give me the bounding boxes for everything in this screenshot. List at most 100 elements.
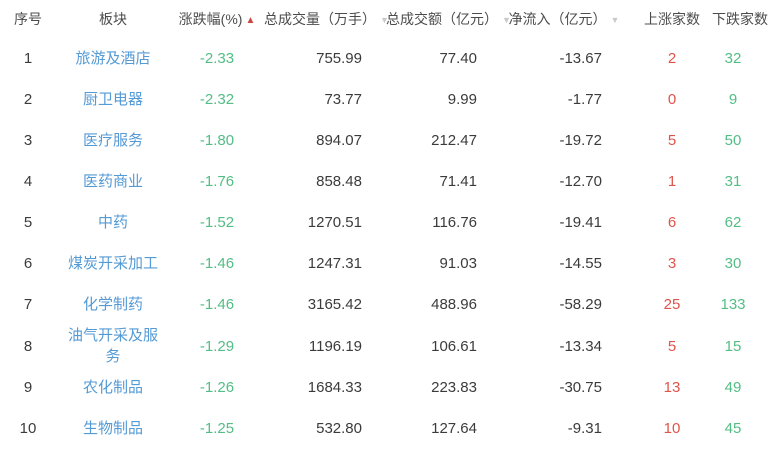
cell-volume: 1270.51 (307, 214, 362, 231)
col-header-net-inflow[interactable]: 净流入（亿元） ▼ (504, 0, 624, 38)
cell-change: -1.26 (199, 379, 235, 396)
cell-change: -1.76 (199, 173, 235, 190)
cell-volume: 1247.31 (307, 255, 362, 272)
col-header-change[interactable]: 涨跌幅(%) ▲ (170, 0, 264, 38)
cell-net-inflow: -1.77 (567, 91, 602, 108)
cell-down-count: 15 (724, 337, 742, 355)
sort-down-icon: ▼ (380, 15, 389, 25)
cell-down-count: 49 (724, 379, 742, 396)
cell-volume: 3165.42 (307, 296, 362, 313)
cell-net-inflow: -13.34 (559, 337, 602, 355)
cell-volume: 858.48 (316, 173, 362, 190)
cell-index: 6 (23, 255, 33, 272)
table-row: 3 医疗服务 -1.80 894.07 212.47 -19.72 5 50 (0, 120, 780, 161)
cell-sector: 厨卫电器 (56, 79, 170, 120)
sector-link[interactable]: 医疗服务 (82, 132, 143, 149)
cell-net-inflow: -12.70 (559, 173, 602, 190)
cell-up-count: 13 (663, 379, 681, 396)
header-row: 序号 板块 涨跌幅(%) ▲ 总成交量（万手） ▼ 总成交额（亿元） ▼ 净流入（亿元… (0, 0, 780, 38)
cell-sector: 化学制药 (56, 284, 170, 325)
cell-net-inflow: -9.31 (567, 420, 602, 437)
sector-link[interactable]: 医药商业 (82, 173, 143, 190)
col-header-index-label: 序号 (14, 11, 42, 27)
sector-link[interactable]: 油气开采及服务 (67, 327, 158, 365)
cell-down-count: 50 (724, 132, 742, 149)
sort-down-icon: ▼ (610, 15, 620, 25)
col-header-change-label: 涨跌幅(%) (178, 11, 243, 27)
table-row: 6 煤炭开采加工 -1.46 1247.31 91.03 -14.55 3 30 (0, 243, 780, 284)
cell-turnover: 127.64 (431, 420, 477, 437)
col-header-volume[interactable]: 总成交量（万手） ▼ (264, 0, 389, 38)
table-row: 7 化学制药 -1.46 3165.42 488.96 -58.29 25 13… (0, 284, 780, 325)
sector-link[interactable]: 煤炭开采加工 (67, 255, 158, 272)
cell-turnover: 212.47 (431, 132, 477, 149)
cell-volume: 755.99 (316, 50, 362, 67)
table-body: 1 旅游及酒店 -2.33 755.99 77.40 -13.67 2 32 2… (0, 38, 780, 449)
cell-up-count: 3 (667, 255, 677, 272)
cell-index: 4 (23, 173, 33, 190)
sort-up-icon: ▲ (245, 15, 256, 26)
cell-up-count: 10 (663, 420, 681, 437)
cell-sector: 旅游及酒店 (56, 38, 170, 79)
col-header-turnover-label: 总成交额（亿元） (386, 11, 498, 27)
cell-index: 7 (23, 296, 33, 313)
cell-down-count: 32 (724, 50, 742, 67)
cell-net-inflow: -30.75 (559, 379, 602, 396)
cell-net-inflow: -13.67 (559, 50, 602, 67)
cell-turnover: 223.83 (431, 379, 477, 396)
col-header-down-count-label: 下跌家数 (712, 11, 768, 27)
cell-down-count: 9 (728, 91, 738, 108)
cell-change: -1.25 (199, 420, 235, 437)
sector-link[interactable]: 厨卫电器 (82, 91, 143, 108)
cell-up-count: 6 (667, 214, 677, 231)
cell-volume: 1684.33 (307, 379, 362, 396)
table-row: 8 油气开采及服务 -1.29 1196.19 106.61 -13.34 5 … (0, 325, 780, 367)
sector-link[interactable]: 中药 (97, 214, 128, 231)
table-row: 1 旅游及酒店 -2.33 755.99 77.40 -13.67 2 32 (0, 38, 780, 79)
cell-up-count: 25 (663, 296, 681, 313)
cell-turnover: 9.99 (447, 91, 477, 108)
cell-change: -2.33 (199, 50, 235, 67)
cell-index: 3 (23, 132, 33, 149)
col-header-sector-label: 板块 (99, 11, 127, 27)
sort-down-icon: ▼ (502, 15, 511, 25)
cell-sector: 生物制品 (56, 408, 170, 449)
col-header-sector: 板块 (56, 0, 170, 38)
cell-index: 5 (23, 214, 33, 231)
table-row: 5 中药 -1.52 1270.51 116.76 -19.41 6 62 (0, 202, 780, 243)
cell-turnover: 106.61 (431, 337, 477, 355)
cell-turnover: 116.76 (432, 214, 477, 231)
cell-net-inflow: -19.41 (559, 214, 602, 231)
col-header-turnover[interactable]: 总成交额（亿元） ▼ (386, 0, 511, 38)
cell-up-count: 0 (667, 91, 677, 108)
cell-turnover: 488.96 (431, 296, 477, 313)
table-row: 4 医药商业 -1.76 858.48 71.41 -12.70 1 31 (0, 161, 780, 202)
cell-up-count: 5 (667, 337, 677, 355)
cell-net-inflow: -19.72 (559, 132, 602, 149)
cell-down-count: 30 (724, 255, 742, 272)
cell-change: -1.29 (199, 337, 235, 355)
cell-change: -1.80 (199, 132, 235, 149)
cell-sector: 煤炭开采加工 (56, 243, 170, 284)
table-row: 10 生物制品 -1.25 532.80 127.64 -9.31 10 45 (0, 408, 780, 449)
cell-sector: 农化制品 (56, 367, 170, 408)
col-header-up-count: 上涨家数 (624, 0, 712, 38)
sector-link[interactable]: 化学制药 (82, 296, 143, 313)
cell-net-inflow: -58.29 (559, 296, 602, 313)
cell-index: 10 (19, 420, 37, 437)
cell-index: 9 (23, 379, 33, 396)
col-header-net-inflow-label: 净流入（亿元） (508, 11, 607, 27)
col-header-index: 序号 (0, 0, 56, 38)
table-row: 9 农化制品 -1.26 1684.33 223.83 -30.75 13 49 (0, 367, 780, 408)
cell-change: -1.46 (199, 255, 235, 272)
cell-volume: 532.80 (316, 420, 362, 437)
sector-link[interactable]: 旅游及酒店 (75, 50, 151, 67)
cell-volume: 73.77 (324, 91, 362, 108)
table-row: 2 厨卫电器 -2.32 73.77 9.99 -1.77 0 9 (0, 79, 780, 120)
sector-link[interactable]: 生物制品 (82, 420, 143, 437)
table-header: 序号 板块 涨跌幅(%) ▲ 总成交量（万手） ▼ 总成交额（亿元） ▼ 净流入（亿元… (0, 0, 780, 38)
cell-index: 2 (23, 91, 33, 108)
sector-link[interactable]: 农化制品 (82, 379, 143, 396)
cell-net-inflow: -14.55 (559, 255, 602, 272)
